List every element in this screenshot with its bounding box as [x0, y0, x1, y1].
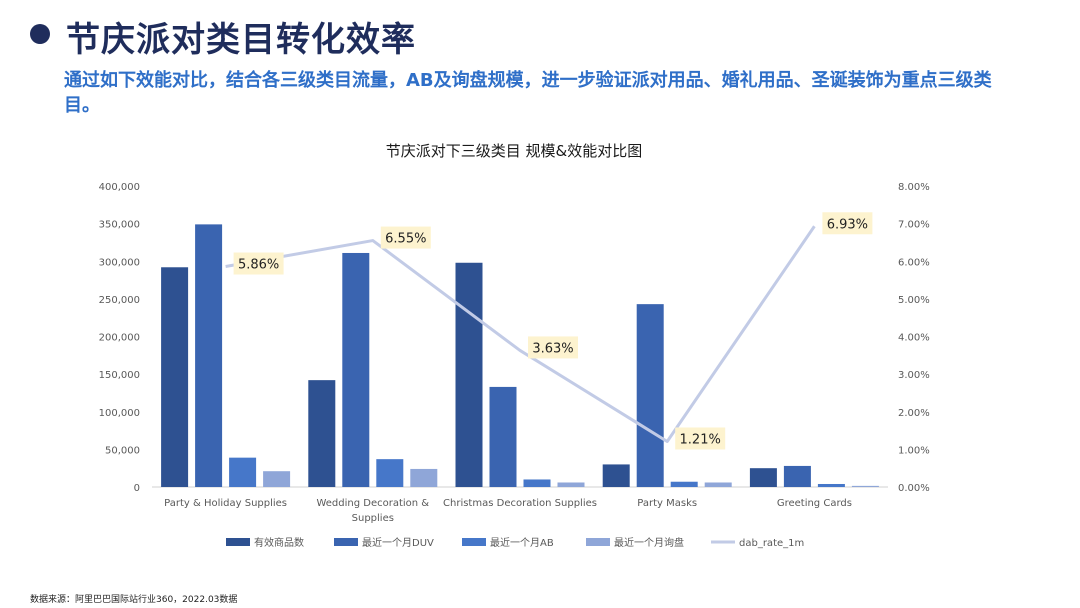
bar [410, 468, 438, 487]
y-right-tick-label: 2.00% [898, 408, 930, 419]
legend-swatch [586, 538, 610, 546]
data-label: 5.86% [238, 258, 279, 273]
bar [489, 386, 517, 487]
bar [817, 483, 845, 487]
legend-swatch [462, 538, 486, 546]
bar [308, 380, 336, 487]
chart-title: 节庆派对下三级类目 规模&效能对比图 [386, 142, 642, 160]
legend-label: 最近一个月DUV [362, 536, 434, 549]
x-tick-label: Greeting Cards [777, 498, 852, 509]
y-left-tick-label: 50,000 [105, 445, 140, 456]
legend-label: dab_rate_1m [739, 538, 804, 549]
data-label: 1.21% [680, 432, 721, 447]
bar [704, 482, 732, 487]
data-label-box [380, 226, 431, 249]
legend-label: 有效商品数 [254, 536, 304, 549]
legend-label: 最近一个月询盘 [614, 536, 684, 549]
x-tick-label: Party Masks [637, 498, 697, 509]
x-tick-label: Christmas Decoration Supplies [443, 498, 597, 509]
y-right-tick-label: 0.00% [898, 483, 930, 494]
title-bullet-dot [30, 24, 50, 44]
y-left-tick-label: 300,000 [99, 257, 140, 268]
y-right-tick-label: 4.00% [898, 333, 930, 344]
page-subtitle: 通过如下效能对比，结合各三级类目流量，AB及询盘规模，进一步验证派对用品、婚礼用… [64, 70, 992, 116]
legend-swatch [226, 538, 250, 546]
bar [455, 262, 483, 487]
data-label-box [675, 427, 726, 450]
bar [161, 267, 189, 487]
bar [263, 471, 291, 487]
data-source-note: 数据来源：阿里巴巴国际站行业360，2022.03数据 [30, 595, 238, 605]
bar [195, 224, 223, 487]
line-series-dab-rate [225, 225, 816, 443]
bar [523, 479, 551, 487]
x-tick-label: Party & Holiday Supplies [164, 498, 287, 509]
data-label: 3.63% [532, 341, 573, 356]
y-left-tick-label: 400,000 [99, 182, 140, 193]
bar [342, 252, 370, 487]
bar [229, 457, 257, 487]
y-left-tick-label: 250,000 [99, 295, 140, 306]
bar [602, 464, 630, 487]
data-label: 6.55% [385, 232, 426, 247]
y-left-tick-label: 350,000 [99, 220, 140, 231]
data-label-box [528, 336, 578, 359]
y-right-tick-label: 7.00% [898, 220, 930, 231]
bar [376, 459, 404, 487]
bar [636, 304, 664, 487]
data-label-box [233, 252, 284, 275]
legend-label: 最近一个月AB [490, 536, 554, 549]
legend-swatch [334, 538, 358, 546]
x-tick-label: Wedding Decoration & [316, 498, 429, 509]
y-right-tick-label: 3.00% [898, 370, 930, 381]
y-right-tick-label: 1.00% [898, 445, 930, 456]
y-left-tick-label: 0 [134, 483, 140, 494]
y-left-tick-label: 100,000 [99, 408, 140, 419]
data-label-box [822, 212, 873, 235]
y-left-tick-label: 200,000 [99, 333, 140, 344]
bar [557, 482, 585, 487]
data-label: 6.93% [827, 217, 868, 232]
y-right-tick-label: 6.00% [898, 257, 930, 268]
y-left-tick-label: 150,000 [99, 370, 140, 381]
bar [670, 481, 698, 487]
bar [851, 485, 879, 487]
y-right-tick-label: 8.00% [898, 182, 930, 193]
x-tick-label: Supplies [352, 513, 394, 524]
bar [783, 465, 811, 487]
y-right-tick-label: 5.00% [898, 295, 930, 306]
page-title: 节庆派对类目转化效率 [66, 20, 416, 60]
bar [749, 468, 777, 487]
